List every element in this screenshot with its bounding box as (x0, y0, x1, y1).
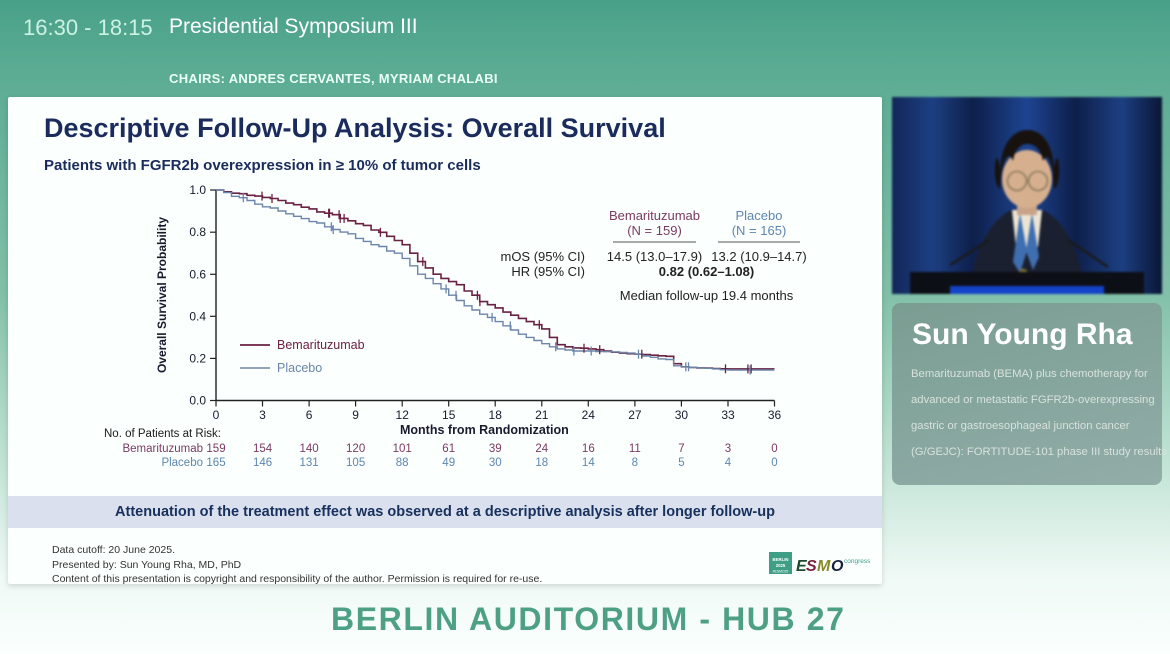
svg-text:15: 15 (442, 408, 456, 422)
svg-text:congress: congress (844, 558, 871, 565)
svg-text:BERLIN: BERLIN (773, 557, 789, 562)
svg-text:Placebo: Placebo (277, 361, 322, 375)
svg-text:36: 36 (768, 408, 782, 422)
svg-text:0.0: 0.0 (189, 394, 206, 408)
svg-text:9: 9 (352, 408, 359, 422)
svg-text:3: 3 (259, 408, 266, 422)
svg-text:O: O (831, 558, 844, 575)
svg-text:#ESMO25: #ESMO25 (773, 570, 789, 574)
svg-text:30: 30 (675, 408, 689, 422)
svg-text:21: 21 (535, 408, 549, 422)
svg-text:12: 12 (396, 408, 410, 422)
svg-text:24: 24 (582, 408, 596, 422)
svg-text:0.2: 0.2 (189, 351, 206, 365)
svg-text:0.4: 0.4 (189, 309, 206, 323)
svg-text:33: 33 (721, 408, 735, 422)
svg-text:2025: 2025 (776, 563, 786, 568)
svg-text:S: S (806, 558, 817, 575)
svg-text:18: 18 (489, 408, 503, 422)
svg-text:M: M (817, 558, 831, 575)
svg-text:6: 6 (306, 408, 313, 422)
svg-text:0: 0 (213, 408, 220, 422)
svg-text:0.6: 0.6 (189, 267, 206, 281)
svg-text:Bemarituzumab: Bemarituzumab (277, 338, 365, 352)
svg-text:27: 27 (628, 408, 642, 422)
